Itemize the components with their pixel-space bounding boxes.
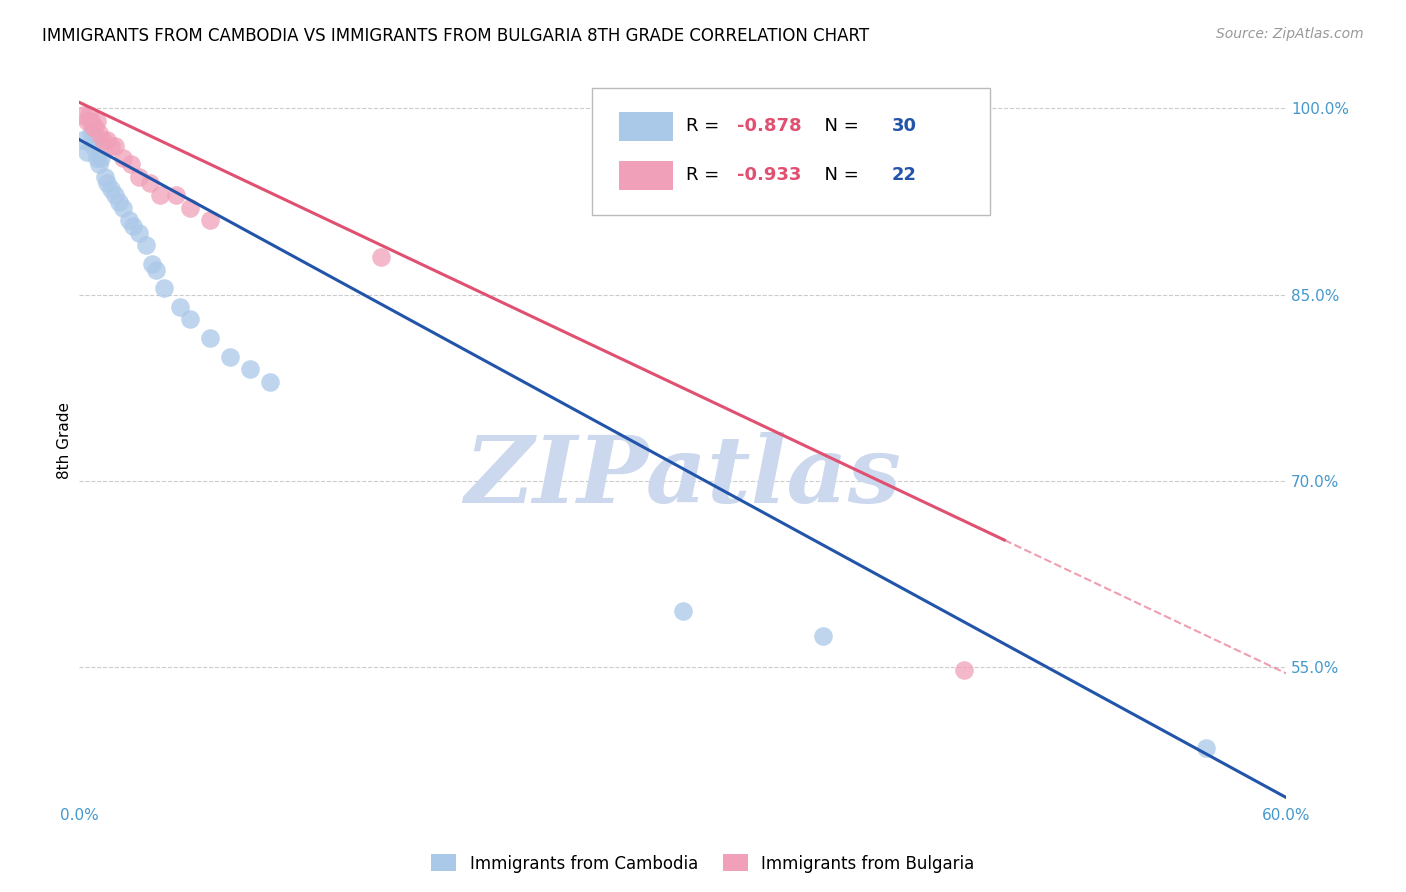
Point bbox=[198, 213, 221, 227]
FancyBboxPatch shape bbox=[592, 88, 990, 215]
Point bbox=[179, 201, 201, 215]
Point bbox=[84, 120, 107, 134]
Point bbox=[94, 169, 117, 184]
Point bbox=[96, 132, 118, 146]
Point bbox=[813, 629, 835, 643]
Point bbox=[89, 126, 111, 140]
Point bbox=[671, 604, 693, 618]
Point bbox=[120, 157, 142, 171]
Point bbox=[128, 169, 150, 184]
Point bbox=[141, 257, 163, 271]
Point bbox=[86, 151, 108, 165]
Point bbox=[90, 151, 112, 165]
Point bbox=[91, 132, 114, 146]
Point bbox=[76, 145, 98, 159]
Point bbox=[152, 281, 174, 295]
Point bbox=[72, 132, 94, 146]
Text: N =: N = bbox=[813, 117, 865, 135]
Point bbox=[80, 126, 103, 140]
Point bbox=[108, 194, 131, 209]
Bar bbox=[619, 161, 673, 190]
Point bbox=[112, 151, 135, 165]
Point bbox=[370, 251, 392, 265]
Text: Source: ZipAtlas.com: Source: ZipAtlas.com bbox=[1216, 27, 1364, 41]
Point bbox=[148, 188, 170, 202]
Point bbox=[82, 120, 104, 134]
Text: 30: 30 bbox=[891, 117, 917, 135]
Point bbox=[104, 188, 127, 202]
Text: N =: N = bbox=[813, 167, 865, 185]
Point bbox=[219, 350, 242, 364]
Point bbox=[122, 219, 145, 234]
Point bbox=[72, 108, 94, 122]
Point bbox=[953, 663, 976, 677]
Point bbox=[96, 176, 118, 190]
Point bbox=[80, 114, 103, 128]
Text: -0.878: -0.878 bbox=[737, 117, 801, 135]
Point bbox=[118, 213, 141, 227]
Text: R =: R = bbox=[686, 117, 725, 135]
Y-axis label: 8th Grade: 8th Grade bbox=[58, 402, 72, 479]
Point bbox=[82, 138, 104, 153]
Point bbox=[100, 182, 122, 196]
Point bbox=[76, 114, 98, 128]
Point bbox=[198, 331, 221, 345]
Text: -0.933: -0.933 bbox=[737, 167, 801, 185]
Text: 22: 22 bbox=[891, 167, 917, 185]
Point bbox=[169, 300, 191, 314]
Point bbox=[112, 201, 135, 215]
Point bbox=[89, 157, 111, 171]
Text: IMMIGRANTS FROM CAMBODIA VS IMMIGRANTS FROM BULGARIA 8TH GRADE CORRELATION CHART: IMMIGRANTS FROM CAMBODIA VS IMMIGRANTS F… bbox=[42, 27, 869, 45]
Point bbox=[128, 226, 150, 240]
Point bbox=[1194, 740, 1216, 755]
Point bbox=[104, 138, 127, 153]
Bar bbox=[619, 112, 673, 141]
Point bbox=[86, 114, 108, 128]
Legend: Immigrants from Cambodia, Immigrants from Bulgaria: Immigrants from Cambodia, Immigrants fro… bbox=[425, 847, 981, 880]
Text: R =: R = bbox=[686, 167, 725, 185]
Point bbox=[134, 238, 156, 252]
Point bbox=[259, 375, 281, 389]
Point bbox=[165, 188, 187, 202]
Point bbox=[138, 176, 160, 190]
Point bbox=[179, 312, 201, 326]
Point bbox=[100, 138, 122, 153]
Text: ZIPatlas: ZIPatlas bbox=[464, 432, 901, 522]
Point bbox=[84, 132, 107, 146]
Point bbox=[145, 263, 167, 277]
Point bbox=[77, 108, 100, 122]
Point bbox=[239, 362, 262, 376]
